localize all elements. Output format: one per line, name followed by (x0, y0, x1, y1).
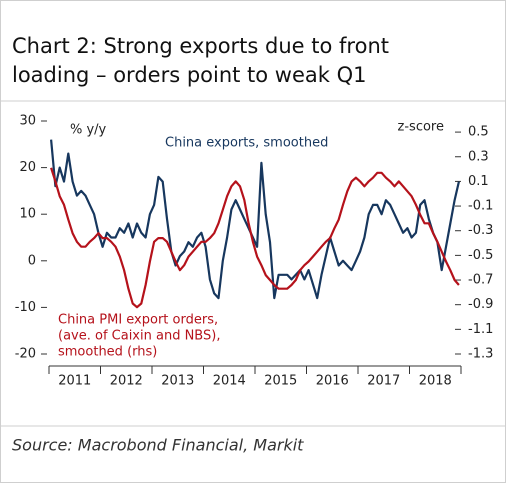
y2-tick-label: -0.9 (468, 297, 493, 312)
y-tick-label: 10 (19, 207, 36, 222)
y2-tick-label: -0.5 (468, 248, 493, 263)
y2-tick-label: 0.1 (468, 174, 489, 189)
y2-tick-label: -0.1 (468, 199, 493, 214)
y-tick-label: 20 (19, 160, 36, 175)
series-line (50, 167, 460, 309)
x-tick-label: 2016 (316, 374, 349, 389)
x-tick-label: 2015 (264, 374, 297, 389)
chart-title: loading – orders point to weak Q1 (12, 63, 367, 87)
legend-label: smoothed (rhs) (58, 345, 157, 360)
series-line (50, 139, 460, 300)
y2-tick-label: -0.3 (468, 223, 493, 238)
x-tick-label: 2012 (110, 374, 143, 389)
y2-tick-label: -0.7 (468, 273, 493, 288)
y2-axis-label: z-score (398, 120, 444, 135)
y2-tick-label: 0.5 (468, 125, 489, 140)
x-tick-label: 2018 (419, 374, 452, 389)
legend-label: China exports, smoothed (165, 136, 328, 151)
y2-tick-label: 0.3 (468, 149, 489, 164)
legend-label: (ave. of Caixin and NBS), (58, 329, 220, 344)
y-tick-label: 0 (28, 253, 36, 268)
x-tick-label: 2011 (58, 374, 91, 389)
y-axis-label: % y/y (70, 123, 107, 138)
y2-tick-label: -1.1 (468, 322, 493, 337)
y2-tick-label: -1.3 (468, 347, 493, 362)
legend-label: China PMI export orders, (58, 313, 218, 328)
y-tick-label: -10 (15, 300, 36, 315)
chart-title: Chart 2: Strong exports due to front (12, 34, 389, 58)
x-tick-label: 2017 (367, 374, 400, 389)
x-tick-label: 2013 (161, 374, 194, 389)
y-tick-label: 30 (19, 114, 36, 129)
source: Source: Macrobond Financial, Markit (12, 436, 304, 455)
x-tick-label: 2014 (213, 374, 246, 389)
y-tick-label: -20 (15, 347, 36, 362)
